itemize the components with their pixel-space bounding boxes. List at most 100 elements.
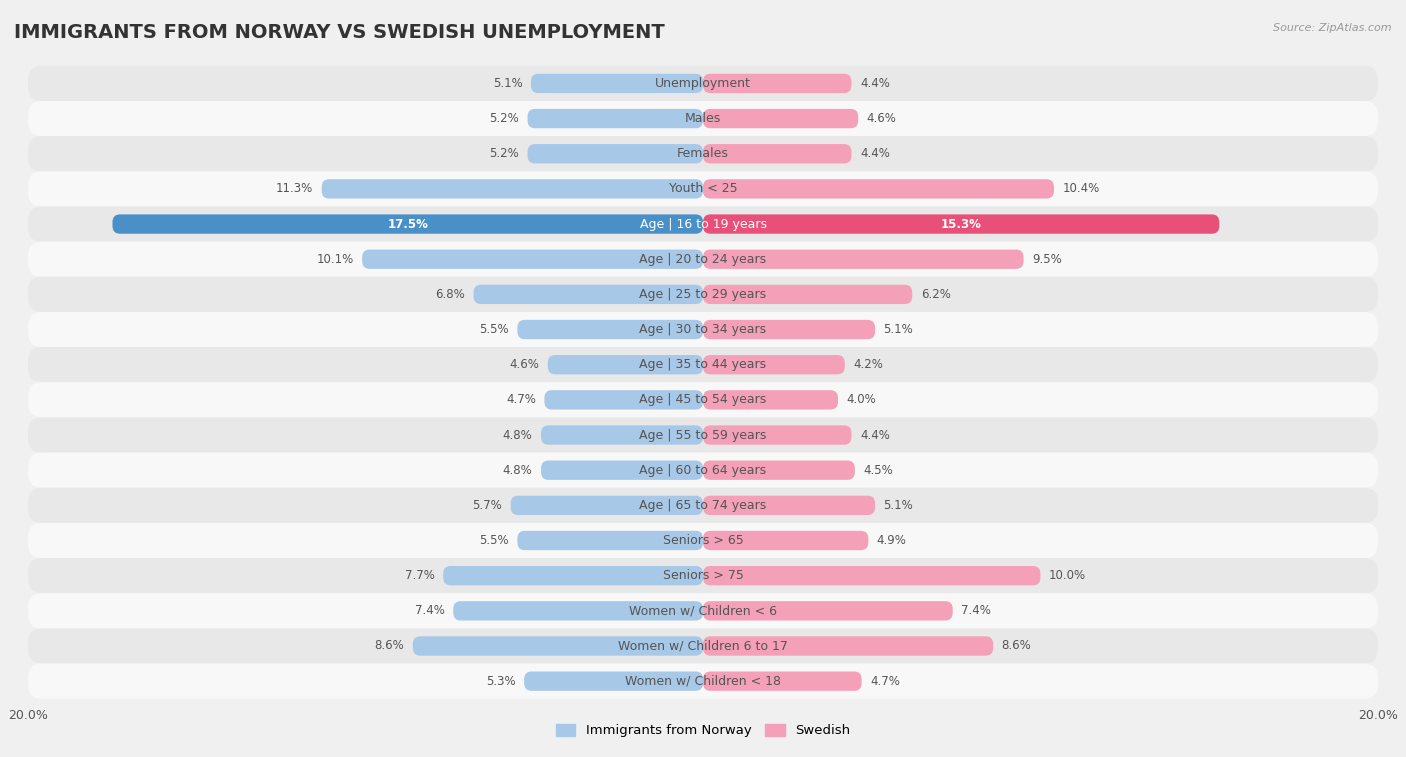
Text: Age | 30 to 34 years: Age | 30 to 34 years [640, 323, 766, 336]
Text: 5.2%: 5.2% [489, 112, 519, 125]
FancyBboxPatch shape [527, 144, 703, 164]
Text: Unemployment: Unemployment [655, 77, 751, 90]
Text: 11.3%: 11.3% [276, 182, 314, 195]
FancyBboxPatch shape [510, 496, 703, 515]
Text: 5.2%: 5.2% [489, 148, 519, 160]
FancyBboxPatch shape [28, 207, 1378, 241]
FancyBboxPatch shape [527, 109, 703, 128]
Text: 5.1%: 5.1% [883, 499, 914, 512]
Text: 7.4%: 7.4% [415, 604, 444, 617]
FancyBboxPatch shape [703, 355, 845, 375]
FancyBboxPatch shape [703, 285, 912, 304]
Text: 4.8%: 4.8% [503, 428, 533, 441]
FancyBboxPatch shape [703, 496, 875, 515]
Text: 17.5%: 17.5% [387, 217, 429, 231]
FancyBboxPatch shape [28, 171, 1378, 207]
FancyBboxPatch shape [703, 566, 1040, 585]
FancyBboxPatch shape [28, 136, 1378, 171]
Text: 7.7%: 7.7% [405, 569, 434, 582]
FancyBboxPatch shape [524, 671, 703, 691]
Text: 10.4%: 10.4% [1063, 182, 1099, 195]
Text: 4.0%: 4.0% [846, 394, 876, 407]
Text: Women w/ Children 6 to 17: Women w/ Children 6 to 17 [619, 640, 787, 653]
Text: 9.5%: 9.5% [1032, 253, 1062, 266]
Text: 5.5%: 5.5% [479, 534, 509, 547]
FancyBboxPatch shape [703, 179, 1054, 198]
Text: IMMIGRANTS FROM NORWAY VS SWEDISH UNEMPLOYMENT: IMMIGRANTS FROM NORWAY VS SWEDISH UNEMPL… [14, 23, 665, 42]
FancyBboxPatch shape [703, 250, 1024, 269]
Text: Youth < 25: Youth < 25 [669, 182, 737, 195]
Text: 8.6%: 8.6% [374, 640, 405, 653]
Text: Women w/ Children < 6: Women w/ Children < 6 [628, 604, 778, 617]
FancyBboxPatch shape [322, 179, 703, 198]
Text: Seniors > 65: Seniors > 65 [662, 534, 744, 547]
FancyBboxPatch shape [703, 109, 858, 128]
Text: 5.7%: 5.7% [472, 499, 502, 512]
Text: 7.4%: 7.4% [962, 604, 991, 617]
Text: Seniors > 75: Seniors > 75 [662, 569, 744, 582]
Text: Age | 60 to 64 years: Age | 60 to 64 years [640, 464, 766, 477]
Text: 8.6%: 8.6% [1001, 640, 1032, 653]
Text: 4.4%: 4.4% [860, 77, 890, 90]
FancyBboxPatch shape [28, 664, 1378, 699]
Text: 5.1%: 5.1% [883, 323, 914, 336]
FancyBboxPatch shape [703, 671, 862, 691]
Text: 4.6%: 4.6% [866, 112, 897, 125]
Text: Age | 55 to 59 years: Age | 55 to 59 years [640, 428, 766, 441]
Text: Age | 16 to 19 years: Age | 16 to 19 years [640, 217, 766, 231]
Legend: Immigrants from Norway, Swedish: Immigrants from Norway, Swedish [550, 718, 856, 743]
FancyBboxPatch shape [703, 425, 852, 444]
Text: 4.2%: 4.2% [853, 358, 883, 371]
Text: 4.4%: 4.4% [860, 148, 890, 160]
FancyBboxPatch shape [363, 250, 703, 269]
Text: 10.0%: 10.0% [1049, 569, 1085, 582]
Text: Age | 25 to 29 years: Age | 25 to 29 years [640, 288, 766, 301]
Text: 4.4%: 4.4% [860, 428, 890, 441]
Text: Age | 20 to 24 years: Age | 20 to 24 years [640, 253, 766, 266]
Text: Females: Females [678, 148, 728, 160]
Text: Age | 35 to 44 years: Age | 35 to 44 years [640, 358, 766, 371]
FancyBboxPatch shape [443, 566, 703, 585]
FancyBboxPatch shape [112, 214, 703, 234]
Text: 10.1%: 10.1% [316, 253, 354, 266]
FancyBboxPatch shape [541, 425, 703, 444]
FancyBboxPatch shape [28, 347, 1378, 382]
FancyBboxPatch shape [703, 73, 852, 93]
FancyBboxPatch shape [28, 628, 1378, 664]
FancyBboxPatch shape [703, 637, 993, 656]
FancyBboxPatch shape [703, 531, 869, 550]
FancyBboxPatch shape [544, 390, 703, 410]
Text: Source: ZipAtlas.com: Source: ZipAtlas.com [1274, 23, 1392, 33]
Text: Males: Males [685, 112, 721, 125]
Text: Women w/ Children < 18: Women w/ Children < 18 [626, 674, 780, 687]
FancyBboxPatch shape [28, 382, 1378, 417]
FancyBboxPatch shape [28, 558, 1378, 593]
FancyBboxPatch shape [474, 285, 703, 304]
Text: 4.7%: 4.7% [870, 674, 900, 687]
FancyBboxPatch shape [28, 453, 1378, 488]
FancyBboxPatch shape [541, 460, 703, 480]
Text: 4.8%: 4.8% [503, 464, 533, 477]
FancyBboxPatch shape [413, 637, 703, 656]
Text: 5.1%: 5.1% [492, 77, 523, 90]
FancyBboxPatch shape [28, 523, 1378, 558]
Text: 4.5%: 4.5% [863, 464, 893, 477]
FancyBboxPatch shape [28, 417, 1378, 453]
Text: 5.5%: 5.5% [479, 323, 509, 336]
Text: 4.7%: 4.7% [506, 394, 536, 407]
FancyBboxPatch shape [28, 312, 1378, 347]
Text: 6.8%: 6.8% [436, 288, 465, 301]
FancyBboxPatch shape [517, 531, 703, 550]
FancyBboxPatch shape [703, 390, 838, 410]
FancyBboxPatch shape [28, 488, 1378, 523]
FancyBboxPatch shape [453, 601, 703, 621]
Text: 4.6%: 4.6% [509, 358, 540, 371]
FancyBboxPatch shape [703, 320, 875, 339]
FancyBboxPatch shape [28, 241, 1378, 277]
Text: 6.2%: 6.2% [921, 288, 950, 301]
FancyBboxPatch shape [28, 101, 1378, 136]
FancyBboxPatch shape [703, 460, 855, 480]
Text: Age | 65 to 74 years: Age | 65 to 74 years [640, 499, 766, 512]
FancyBboxPatch shape [548, 355, 703, 375]
FancyBboxPatch shape [703, 601, 953, 621]
